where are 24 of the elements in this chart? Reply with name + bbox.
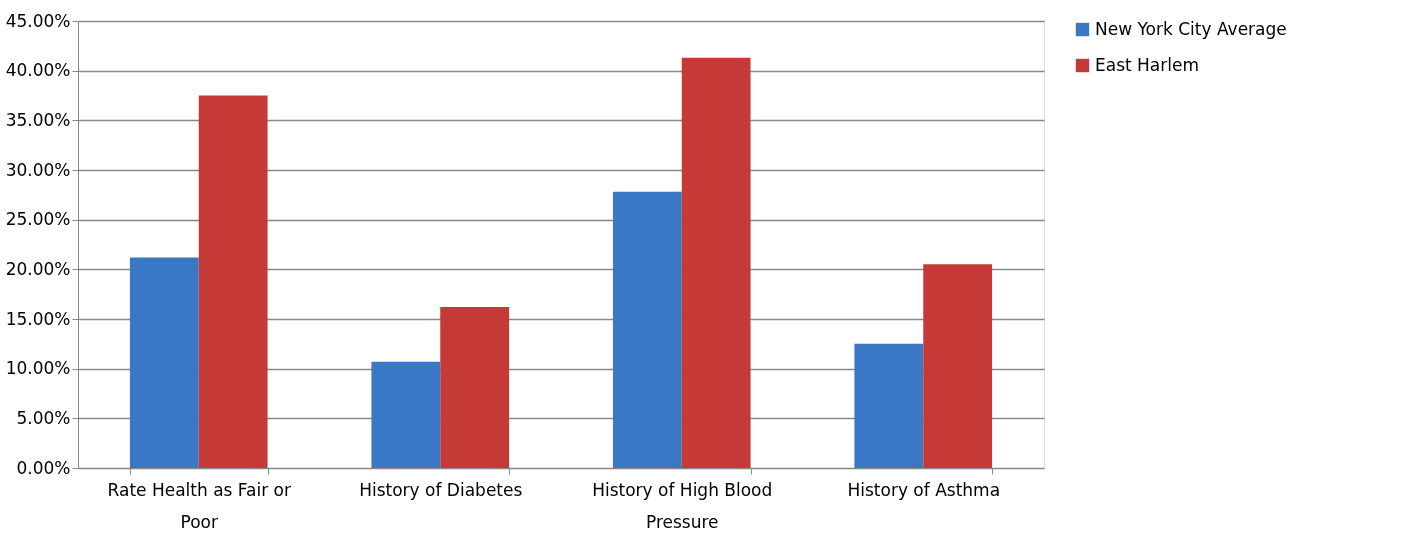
bar [923, 264, 993, 468]
y-tick-label: 0.00% [16, 457, 71, 478]
y-tick-label: 20.00% [5, 258, 71, 279]
x-tick-label: History of High Blood Pressure [592, 479, 773, 532]
bar [612, 191, 682, 468]
y-tick-label: 10.00% [5, 358, 71, 379]
y-tick-label: 25.00% [5, 209, 71, 230]
y-tick-label: 5.00% [16, 407, 71, 428]
x-tick-label: History of Asthma [847, 479, 1001, 500]
y-tick-label: 30.00% [5, 159, 71, 180]
bar [198, 95, 268, 468]
bar [681, 57, 751, 468]
legend-label: New York City Average [1095, 18, 1287, 39]
bar [371, 361, 441, 468]
x-tick-label: History of Diabetes [359, 479, 523, 500]
y-tick-label: 35.00% [5, 109, 71, 130]
bar [440, 307, 510, 468]
y-tick-label: 45.00% [5, 10, 71, 31]
bar [129, 257, 199, 468]
y-tick-label: 15.00% [5, 308, 71, 329]
bar [854, 343, 924, 468]
x-tick-label: Rate Health as Fair or Poor [107, 479, 291, 532]
y-tick-label: 40.00% [5, 60, 71, 81]
legend-label: East Harlem [1095, 54, 1200, 75]
